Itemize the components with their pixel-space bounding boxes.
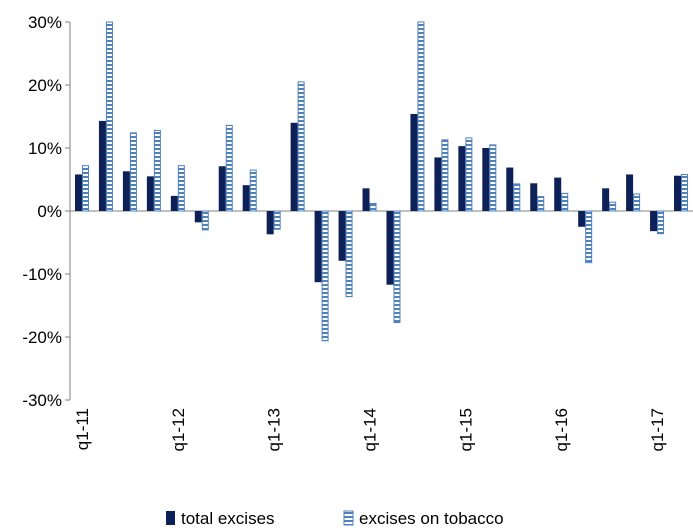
x-tick-label: q1-15 <box>456 408 475 451</box>
bar-total-excises <box>626 174 634 211</box>
legend-label-excises-on-tobacco: excises on tobacco <box>359 509 504 528</box>
bar-total-excises <box>122 171 130 211</box>
legend: total excises excises on tobacco <box>166 509 504 528</box>
x-tick-label: q1-16 <box>552 408 571 451</box>
bar-excises-on-tobacco <box>417 21 425 212</box>
tick-labels: 30% 20% 10% 0% -10% -20% -30% q1-11 q1-12 q1-13 q1… <box>22 13 667 451</box>
bar-total-excises <box>482 148 490 211</box>
bar-excises-on-tobacco <box>489 144 497 212</box>
bar-excises-on-tobacco <box>177 165 185 212</box>
bars <box>74 21 689 342</box>
bar-excises-on-tobacco <box>537 196 545 212</box>
bar-total-excises <box>362 188 370 211</box>
y-tick-label: -10% <box>22 265 62 284</box>
bar-excises-on-tobacco <box>81 165 89 212</box>
y-tick-label: 20% <box>28 76 62 95</box>
y-tick-label: 10% <box>28 139 62 158</box>
bar-total-excises <box>506 167 514 211</box>
bar-total-excises <box>386 211 394 285</box>
bar-total-excises <box>146 176 154 211</box>
bar-excises-on-tobacco <box>153 129 161 212</box>
bar-total-excises <box>554 177 562 211</box>
bar-excises-on-tobacco <box>513 183 521 212</box>
bar-total-excises <box>410 113 418 211</box>
bar-excises-on-tobacco <box>201 210 209 231</box>
x-tick-label: q1-12 <box>169 408 188 451</box>
y-tick-label: -20% <box>22 328 62 347</box>
y-tick-label: 0% <box>37 202 62 221</box>
bar-total-excises <box>218 166 226 211</box>
y-tick-label: -30% <box>22 391 62 410</box>
bar-total-excises <box>290 122 298 211</box>
bar-total-excises <box>602 188 610 211</box>
bar-total-excises <box>194 211 202 223</box>
bar-total-excises <box>242 185 250 211</box>
bar-total-excises <box>338 211 346 261</box>
bar-excises-on-tobacco <box>345 210 353 298</box>
bar-total-excises <box>266 211 274 235</box>
bar-excises-on-tobacco <box>681 173 689 212</box>
bar-excises-on-tobacco <box>105 21 113 212</box>
bar-total-excises <box>434 157 442 211</box>
bar-total-excises <box>74 174 82 211</box>
legend-swatch-excises-on-tobacco <box>343 510 354 526</box>
bar-excises-on-tobacco <box>273 210 281 230</box>
bar-total-excises <box>674 175 682 211</box>
bar-total-excises <box>650 211 658 232</box>
bar-excises-on-tobacco <box>633 193 641 212</box>
y-tick-label: 30% <box>28 13 62 32</box>
bar-excises-on-tobacco <box>297 81 305 212</box>
x-tick-label: q1-14 <box>361 408 380 451</box>
bar-excises-on-tobacco <box>393 210 401 324</box>
bar-total-excises <box>530 183 538 211</box>
bar-excises-on-tobacco <box>609 201 617 212</box>
bar-excises-on-tobacco <box>369 202 377 212</box>
legend-swatch-total-excises <box>166 511 175 525</box>
bar-total-excises <box>578 211 586 227</box>
bar-excises-on-tobacco <box>585 210 593 264</box>
bar-excises-on-tobacco <box>465 137 473 212</box>
legend-label-total-excises: total excises <box>181 509 275 528</box>
bar-excises-on-tobacco <box>657 210 665 235</box>
bar-excises-on-tobacco <box>561 192 569 212</box>
bar-excises-on-tobacco <box>441 139 449 212</box>
x-tick-label: q1-13 <box>265 408 284 451</box>
bar-excises-on-tobacco <box>249 169 257 212</box>
bar-excises-on-tobacco <box>129 132 137 212</box>
bar-total-excises <box>458 146 466 211</box>
bar-total-excises <box>170 195 178 211</box>
bar-total-excises <box>314 211 322 283</box>
x-tick-label: q1-11 <box>73 408 92 450</box>
bar-excises-on-tobacco <box>321 210 329 342</box>
bar-excises-on-tobacco <box>225 124 233 212</box>
x-tick-label: q1-17 <box>648 408 667 451</box>
bar-total-excises <box>98 120 106 211</box>
